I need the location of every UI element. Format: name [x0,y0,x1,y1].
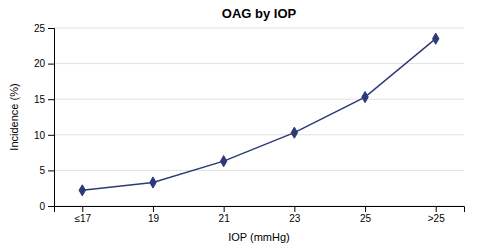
y-tick: 25 [34,23,54,34]
tick-mark [48,206,54,207]
tick-label: 15 [34,94,46,105]
axis-domain [55,207,465,213]
tick-mark [82,206,83,212]
grid-line [54,134,464,135]
grid-line [54,170,464,171]
y-axis-title: Incidence (%) [8,83,20,150]
marker [433,33,439,44]
tick-label: 21 [219,213,231,224]
tick-label: 0 [39,201,45,212]
x-tick: 19 [148,206,160,224]
x-axis-title: IOP (mmHg) [228,231,290,243]
tick-mark [436,206,437,212]
tick-label: 25 [34,23,46,34]
tick-label: ≤17 [74,213,91,224]
grid [54,28,464,206]
line [82,39,435,191]
x-axis: ≤17 19 21 23 25 >25 [55,206,465,224]
tick-label: 23 [289,213,301,224]
y-tick: 5 [39,165,54,176]
chart: ≤17 19 21 23 25 >25 0 5 10 15 20 25 OAG by IOP IOP (m… [0,0,480,248]
plot-area: ≤17 19 21 23 25 >25 0 5 10 15 20 25 [34,23,465,224]
x-tick: 23 [289,206,301,224]
tick-mark [153,206,154,212]
tick-label: 10 [34,130,46,141]
tick-label: 5 [39,165,45,176]
marker [79,185,85,196]
axis-domain [48,29,55,207]
grid-line [54,28,464,29]
tick-mark [48,64,54,65]
tick-mark [365,206,366,212]
marker [291,127,297,138]
grid-line [54,99,464,100]
tick-mark [294,206,295,212]
marker [150,177,156,188]
y-tick: 20 [34,58,54,69]
x-tick: 25 [360,206,372,224]
x-tick: >25 [428,206,445,224]
tick-mark [48,135,54,136]
y-axis: 0 5 10 15 20 25 [34,23,55,212]
tick-label: 25 [360,213,372,224]
y-tick: 0 [39,201,54,212]
tick-mark [48,99,54,100]
tick-label: 19 [148,213,160,224]
marker [362,91,368,102]
marker [220,156,226,167]
title: OAG by IOP [222,6,297,21]
tick-mark [48,28,54,29]
marks [79,33,439,196]
grid-line [54,63,464,64]
tick-mark [224,206,225,212]
x-tick: 21 [219,206,231,224]
y-tick: 10 [34,130,54,141]
tick-label: 20 [34,58,46,69]
y-tick: 15 [34,94,54,105]
tick-label: >25 [428,213,445,224]
x-tick: ≤17 [74,206,91,224]
tick-mark [48,170,54,171]
